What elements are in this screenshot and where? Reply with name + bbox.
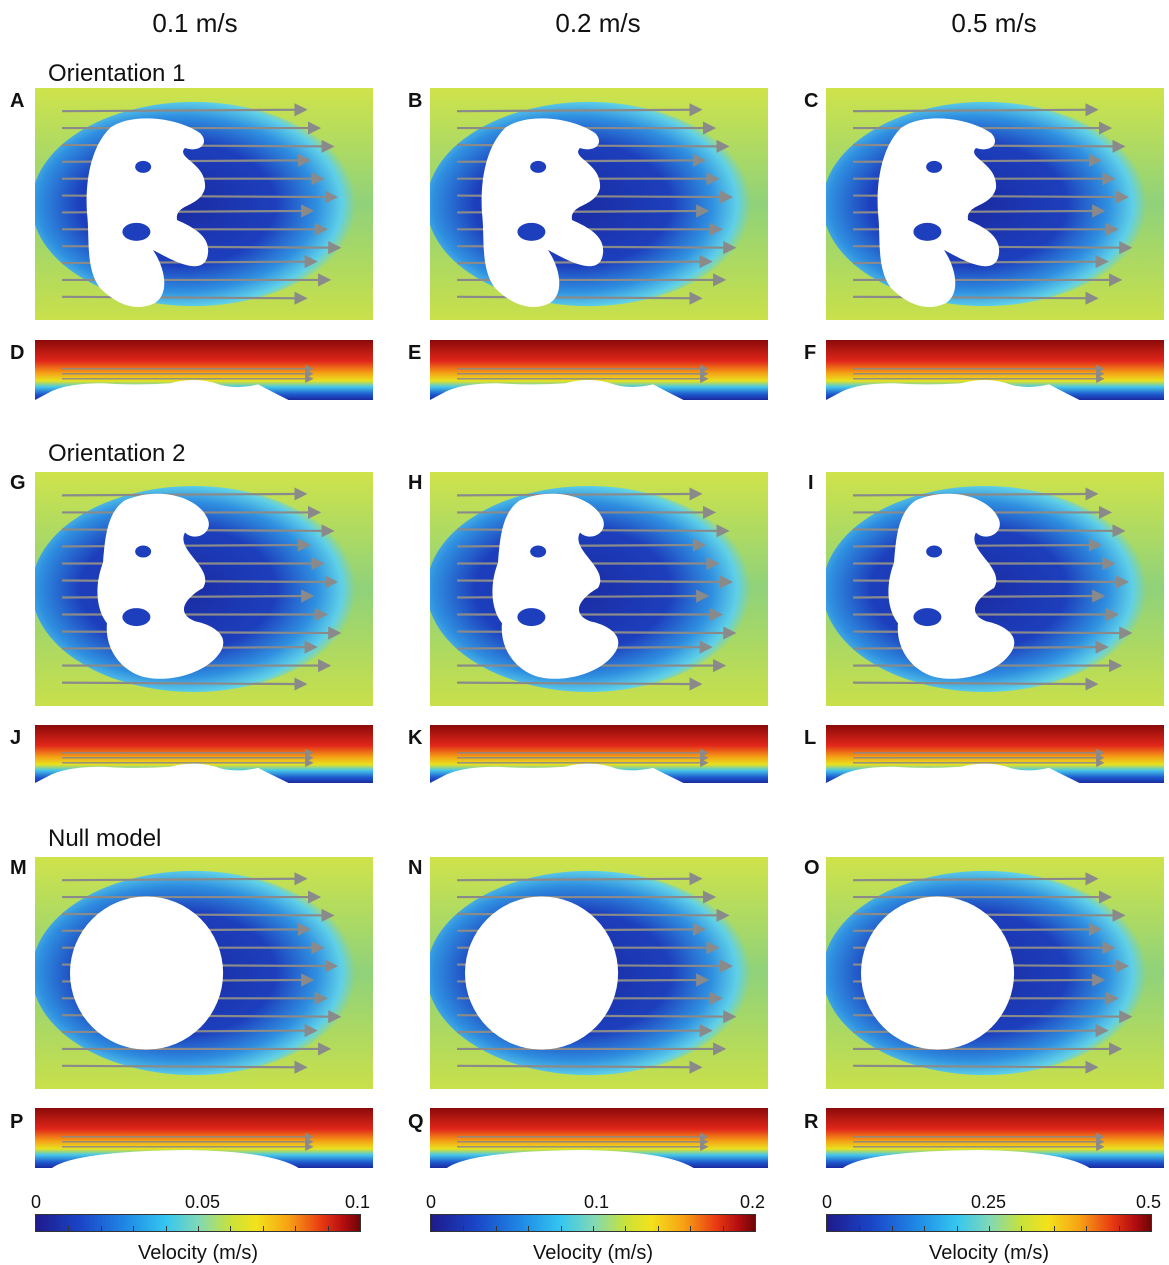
flow-panel-h — [430, 472, 768, 706]
section-orientation-1: Orientation 1 — [48, 60, 186, 87]
side-panel-q — [430, 1108, 768, 1168]
colorbar-0.1: 0 0.05 0.1 Velocity (m/s) — [31, 1192, 370, 1265]
column-header-0.5: 0.5 m/s — [951, 8, 1037, 38]
side-panel-d — [35, 340, 373, 400]
colorbar-0.2: 0 0.1 0.2 Velocity (m/s) — [426, 1192, 765, 1265]
colorbar-tick: 0.2 — [740, 1192, 766, 1212]
flow-panel-c — [826, 88, 1164, 320]
colorbar-tick: 0.1 — [584, 1192, 610, 1212]
panel-label-o: O — [804, 857, 820, 879]
side-panel-p — [35, 1108, 373, 1168]
colorbar-tick: 0.1 — [345, 1192, 371, 1212]
panel-label-g: G — [10, 472, 26, 494]
colorbar-tick: 0.05 — [185, 1192, 221, 1212]
colorbar-tick: 0.25 — [971, 1192, 1007, 1212]
flow-panel-i — [826, 472, 1164, 706]
side-panel-k — [430, 725, 768, 783]
side-panel-f — [826, 340, 1164, 400]
column-header-0.1: 0.1 m/s — [152, 8, 238, 38]
panel-label-l: L — [804, 727, 817, 749]
colorbar-tick: 0 — [426, 1192, 437, 1212]
side-panel-e — [430, 340, 768, 400]
flow-panel-b — [430, 88, 768, 320]
column-header-0.2: 0.2 m/s — [555, 8, 641, 38]
colorbar-tick: 0 — [822, 1192, 833, 1212]
colorbar-tick: 0.5 — [1136, 1192, 1162, 1212]
panel-label-j: J — [10, 727, 22, 749]
flow-panel-n — [430, 857, 768, 1089]
colorbar-gradient — [826, 1214, 1152, 1232]
colorbar-title: Velocity (m/s) — [928, 1242, 1050, 1264]
side-panel-r — [826, 1108, 1164, 1168]
panel-label-r: R — [804, 1111, 819, 1133]
panel-label-m: M — [10, 857, 27, 879]
colorbar-title: Velocity (m/s) — [137, 1242, 259, 1264]
panel-label-f: F — [804, 342, 817, 364]
panel-label-n: N — [408, 857, 423, 879]
panel-label-h: H — [408, 472, 423, 494]
panel-label-e: E — [408, 342, 422, 364]
flow-panel-g — [35, 472, 373, 706]
section-orientation-2: Orientation 2 — [48, 440, 186, 467]
colorbar-gradient — [35, 1214, 361, 1232]
panel-label-q: Q — [408, 1111, 424, 1133]
panel-label-a: A — [10, 90, 25, 112]
panel-label-c: C — [804, 90, 819, 112]
side-panel-l — [826, 725, 1164, 783]
panel-label-k: K — [408, 727, 423, 749]
colorbar-gradient — [430, 1214, 756, 1232]
side-panel-j — [35, 725, 373, 783]
panel-label-i: I — [808, 472, 814, 494]
section-null-model: Null model — [48, 825, 162, 852]
colorbar-title: Velocity (m/s) — [532, 1242, 654, 1264]
flow-panel-m — [35, 857, 373, 1089]
colorbar-0.5: 0 0.25 0.5 Velocity (m/s) — [822, 1192, 1161, 1265]
panel-label-p: P — [10, 1111, 24, 1133]
flow-panel-o — [826, 857, 1164, 1089]
panel-label-d: D — [10, 342, 25, 364]
panel-label-b: B — [408, 90, 423, 112]
flow-panel-a — [35, 88, 373, 320]
colorbar-tick: 0 — [31, 1192, 42, 1212]
